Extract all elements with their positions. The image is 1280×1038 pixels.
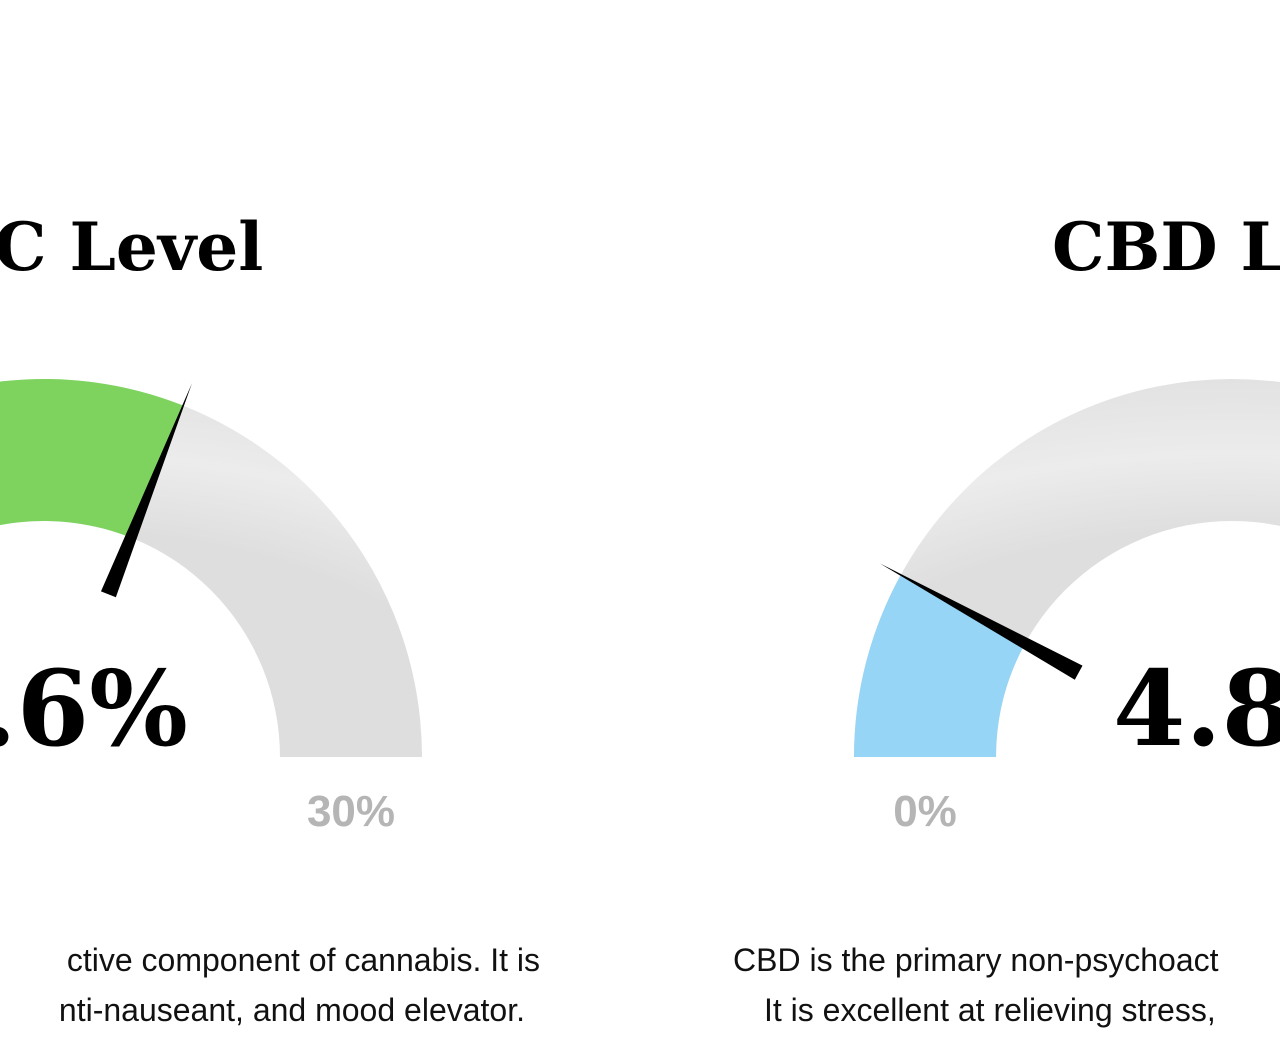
gauge-value: 3.6% [0, 647, 188, 770]
gauge-fill [0, 379, 184, 538]
gauge-title: CBD Le [1052, 208, 1280, 286]
gauge-min-label: 0% [893, 787, 957, 836]
gauge-max-label: 30% [307, 787, 395, 836]
gauge-description: It is excellent at relieving stress, [764, 992, 1216, 1028]
gauge-needle [100, 383, 192, 598]
gauge-description: CBD is the primary non-psychoact [733, 942, 1219, 978]
gauge-title: C Level [0, 208, 263, 286]
gauge-needle [879, 563, 1083, 680]
gauge-value: 4.8 [1113, 647, 1280, 770]
gauge-description: nti-nauseant, and mood elevator. [59, 992, 525, 1028]
gauge-description: ctive component of cannabis. It is [67, 942, 540, 978]
